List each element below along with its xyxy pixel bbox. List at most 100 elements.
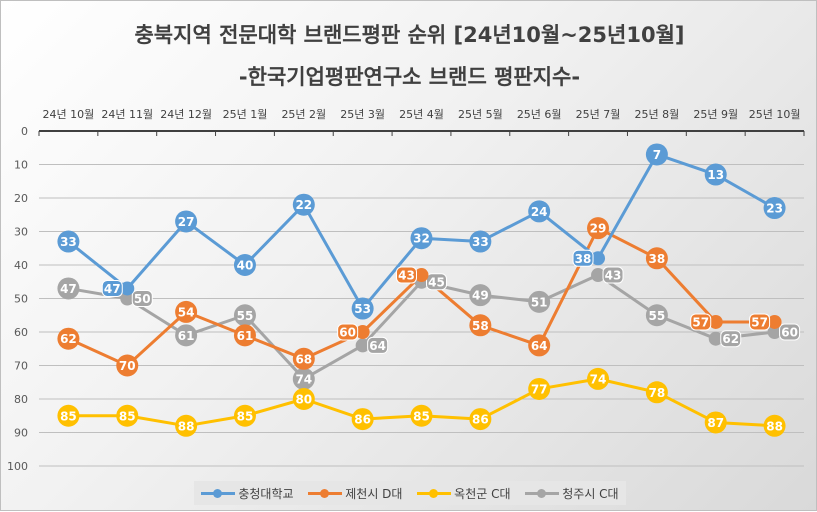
x-tick-label: 25년 3월: [340, 108, 385, 121]
data-label-badge: [572, 249, 594, 267]
data-label: 62: [722, 332, 739, 346]
data-label-badge: [131, 290, 153, 307]
series-line-3: [68, 273, 775, 381]
data-point: [292, 193, 315, 216]
data-point: [587, 367, 610, 390]
x-tick-label: 25년 10월: [749, 108, 801, 121]
x-tick-label: 25년 4월: [399, 108, 444, 121]
legend-item: 옥천군 C대: [417, 485, 511, 502]
x-tick-label: 24년 12월: [160, 108, 212, 121]
data-point: [355, 325, 370, 339]
data-point: [528, 377, 551, 400]
data-point: [528, 200, 551, 223]
data-point: [292, 367, 315, 390]
x-tick-label: 25년 8월: [635, 108, 680, 121]
data-point: [410, 227, 433, 250]
data-point: [528, 290, 551, 313]
data-point: [767, 314, 782, 329]
data-label-badge: [367, 336, 389, 354]
x-tick-label: 24년 10월: [43, 108, 95, 121]
data-label: 47: [60, 282, 77, 296]
data-label: 23: [766, 202, 783, 216]
data-label: 22: [295, 198, 312, 212]
legend-label: 제천시 D대: [345, 486, 403, 501]
legend-item: 청주시 C대: [525, 485, 619, 502]
y-tick-label: 20: [14, 192, 28, 205]
legend-label: 충청대학교: [238, 486, 294, 501]
data-point: [469, 284, 492, 307]
data-point: [469, 408, 492, 431]
data-point: [591, 251, 606, 266]
y-tick-label: 90: [14, 427, 28, 440]
data-label: 85: [119, 409, 136, 423]
data-label: 68: [295, 352, 312, 366]
data-point: [116, 354, 139, 377]
data-label: 55: [237, 309, 254, 323]
data-point: [175, 300, 198, 323]
data-label: 45: [428, 275, 445, 289]
data-point: [528, 334, 551, 357]
data-label: 60: [781, 326, 798, 340]
x-tick-label: 25년 6월: [517, 108, 562, 121]
data-point: [767, 325, 782, 339]
y-tick-label: 0: [21, 125, 28, 138]
data-label-badge: [396, 266, 417, 284]
data-label: 88: [766, 419, 783, 433]
data-point: [292, 388, 315, 410]
data-point: [233, 404, 256, 427]
data-label: 85: [60, 409, 77, 423]
data-label: 33: [472, 235, 489, 249]
data-point: [175, 324, 198, 347]
data-label-badge: [690, 313, 712, 331]
data-point: [645, 143, 668, 166]
legend-marker: [417, 488, 452, 498]
data-point: [233, 254, 256, 276]
data-label: 54: [178, 305, 195, 319]
y-tick-label: 30: [14, 226, 28, 239]
data-point: [355, 338, 370, 353]
x-tick-label: 25년 1월: [223, 108, 268, 121]
legend-item: 충청대학교: [201, 485, 294, 502]
data-point: [116, 404, 139, 427]
data-point: [57, 277, 80, 300]
data-point: [469, 314, 492, 337]
y-tick-label: 40: [14, 259, 28, 272]
data-label-badge: [426, 273, 447, 291]
x-tick-label: 25년 2월: [281, 108, 326, 121]
data-point: [351, 408, 374, 431]
legend-marker: [308, 488, 343, 498]
data-point: [708, 331, 723, 346]
data-point: [763, 414, 786, 437]
data-label: 43: [605, 269, 622, 283]
legend: 충청대학교 제천시 D대 옥천군 C대 청주시 C대: [194, 481, 626, 505]
legend-item: 제천시 D대: [308, 485, 402, 502]
data-label: 86: [472, 413, 489, 427]
data-point: [645, 304, 668, 327]
data-label: 61: [178, 329, 195, 343]
data-label-badge: [602, 266, 624, 284]
data-point: [233, 324, 256, 347]
data-label-badge: [749, 313, 771, 331]
data-point: [414, 268, 429, 283]
x-tick-label: 25년 9월: [693, 108, 738, 121]
data-label: 38: [575, 252, 592, 266]
data-label: 64: [531, 339, 548, 353]
data-point: [708, 314, 723, 329]
data-label: 85: [237, 409, 254, 423]
data-label: 77: [531, 382, 548, 396]
data-label: 64: [369, 339, 386, 353]
data-label: 33: [60, 235, 77, 249]
data-label: 78: [649, 386, 666, 400]
data-point: [233, 304, 256, 327]
data-point: [763, 197, 786, 220]
data-point: [57, 404, 80, 427]
data-label: 70: [119, 359, 136, 373]
data-point: [292, 347, 315, 370]
data-label: 61: [237, 329, 254, 343]
x-tick-label: 25년 7월: [576, 108, 621, 121]
data-label: 51: [531, 295, 548, 309]
data-label: 57: [751, 315, 768, 329]
data-point: [469, 230, 492, 253]
y-tick-label: 80: [14, 393, 28, 406]
